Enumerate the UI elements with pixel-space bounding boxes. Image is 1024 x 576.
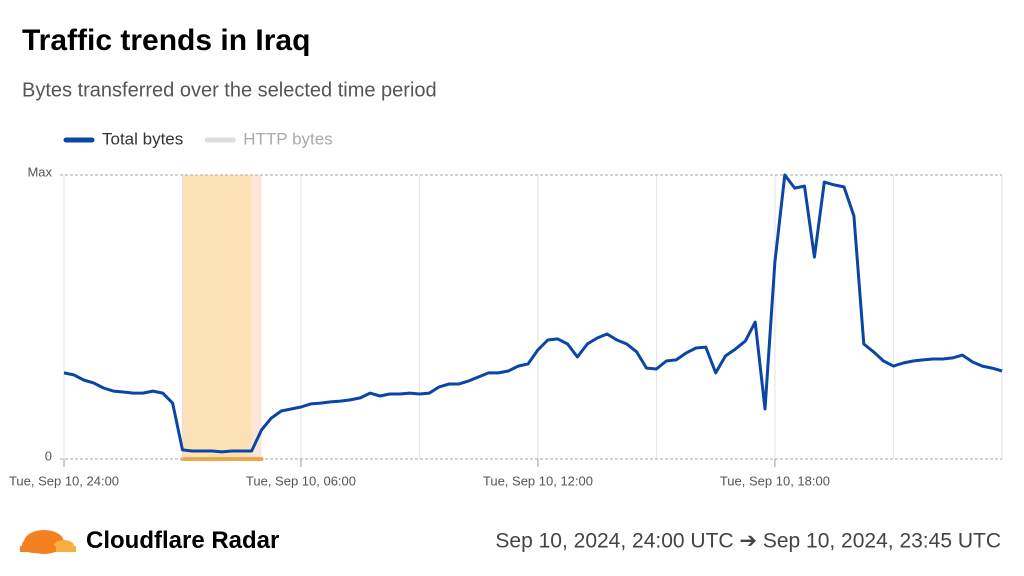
highlight-region [182,175,252,459]
x-tick-label: Tue, Sep 10, 06:00 [246,473,356,488]
series-line [63,173,1003,454]
date-range: Sep 10, 2024, 24:00 UTC ➔ Sep 10, 2024, … [495,530,1001,553]
y-tick-label: Max [27,164,52,179]
x-tick-label: Tue, Sep 10, 24:00 [9,473,119,488]
legend-label: Total bytes [102,129,183,148]
brand-text: Cloudflare Radar [86,527,279,554]
x-tick-label: Tue, Sep 10, 12:00 [483,473,593,488]
legend-label: HTTP bytes [243,129,332,148]
x-tick-label: Tue, Sep 10, 18:00 [720,473,830,488]
logo [20,530,76,554]
brand: Cloudflare Radar [86,527,279,554]
chart-subtitle: Bytes transferred over the selected time… [22,79,437,101]
chart-title: Traffic trends in Iraq [22,24,310,57]
highlight-region [251,175,262,459]
y-tick-label: 0 [45,448,52,463]
